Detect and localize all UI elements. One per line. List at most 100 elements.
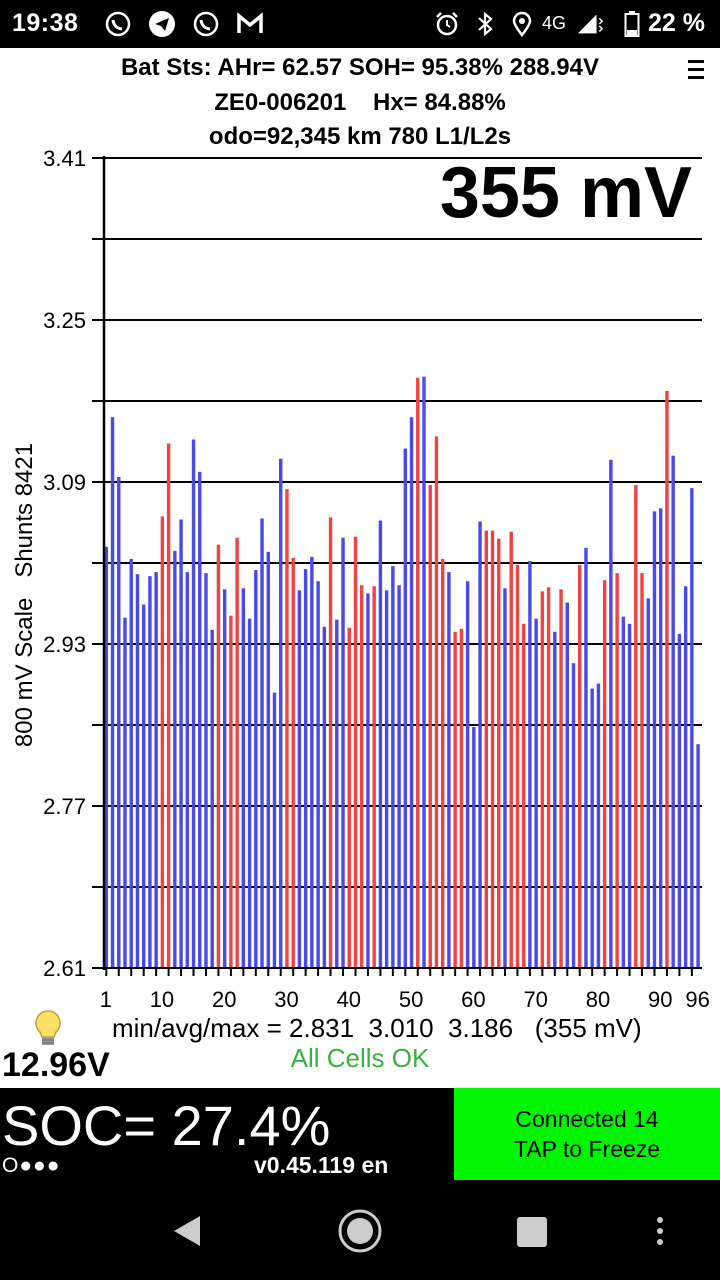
cell-bar — [671, 455, 675, 968]
cell-bar — [173, 550, 177, 968]
cell-bar — [453, 631, 457, 968]
cell-bar — [191, 439, 196, 969]
cell-bar — [222, 589, 227, 968]
cells-status: All Cells OK — [290, 1043, 430, 1073]
cell-bar — [683, 586, 688, 968]
cell-bar — [166, 443, 171, 968]
home-icon[interactable] — [337, 1208, 383, 1254]
cell-bar — [559, 589, 563, 968]
connect-status-label: Connected 14 — [515, 1106, 659, 1132]
cell-bar — [372, 586, 376, 968]
recents-icon[interactable] — [516, 1216, 548, 1248]
cell-bar — [322, 626, 327, 968]
x-tick-label: 1 — [100, 987, 112, 1012]
cell-bar — [235, 537, 239, 968]
cell-bar — [335, 619, 339, 968]
cell-bar — [378, 520, 383, 968]
y-tick-label: 3.25 — [43, 308, 86, 333]
min-avg-max-text: min/avg/max = 2.831 3.010 3.186 (355 mV) — [112, 1013, 642, 1043]
cell-bar — [422, 376, 426, 968]
cell-bar — [347, 627, 351, 968]
cell-bar — [565, 602, 569, 968]
x-tick-label: 96 — [685, 987, 709, 1012]
bottom-bar: SOC= 27.4% O●●● v0.45.119 en Connected 1… — [0, 1088, 720, 1180]
telegram-icon — [148, 10, 176, 38]
cell-bar — [148, 576, 152, 968]
cell-bar — [141, 604, 146, 968]
cell-bar — [353, 536, 358, 968]
battery-status-line: Bat Sts: AHr= 62.57 SOH= 95.38% 288.94V — [120, 54, 600, 81]
cell-bar — [509, 531, 513, 968]
activity-dots: O●●● — [2, 1154, 61, 1177]
y-tick-label: 2.61 — [43, 956, 86, 981]
cell-bar — [596, 683, 601, 968]
connect-freeze-button[interactable]: Connected 14 TAP to Freeze — [454, 1088, 720, 1180]
viber-icon — [192, 10, 220, 38]
cell-bar — [634, 485, 638, 968]
cell-bar — [534, 618, 538, 968]
alarm-icon — [433, 10, 461, 38]
cell-bar — [515, 565, 520, 968]
cell-bar — [110, 417, 115, 968]
cell-bar — [609, 459, 613, 968]
cell-bar — [397, 585, 401, 968]
cell-bar — [391, 566, 395, 968]
cell-bar — [260, 518, 264, 968]
cell-bar — [584, 547, 588, 968]
cell-bar — [285, 489, 289, 968]
cell-bar — [665, 390, 669, 968]
cell-bar — [484, 530, 489, 968]
x-tick-label: 90 — [648, 987, 672, 1012]
state-of-charge: SOC= 27.4% — [2, 1094, 331, 1157]
cell-bar — [528, 560, 532, 968]
bluetooth-icon — [471, 10, 499, 38]
x-tick-label: 20 — [212, 987, 236, 1012]
y-tick-label: 2.77 — [43, 794, 86, 819]
odometer-line: odo=92,345 km 780 L1/L2s — [208, 123, 512, 150]
cell-bar — [204, 573, 208, 968]
cell-bar — [615, 573, 619, 968]
x-tick-label: 30 — [274, 987, 298, 1012]
cell-bar — [316, 581, 320, 968]
cell-bar — [416, 377, 420, 968]
cell-bar — [590, 688, 594, 968]
cell-bar — [696, 744, 700, 968]
cell-bar — [578, 565, 582, 968]
cell-bar — [229, 615, 233, 968]
cell-bar — [571, 663, 576, 968]
cell-bar — [303, 569, 308, 968]
cell-bar — [652, 511, 657, 968]
lightbulb-icon — [35, 1010, 61, 1045]
battery-icon — [618, 10, 646, 38]
cell-bar — [677, 633, 682, 968]
cell-bar — [627, 623, 632, 968]
status-bar: 19:38 4G 22 % — [0, 0, 720, 48]
cell-bar — [179, 519, 183, 968]
back-icon[interactable] — [172, 1214, 202, 1248]
cell-bar — [553, 631, 557, 968]
cell-bar — [646, 598, 650, 968]
cell-bar — [297, 590, 302, 968]
cell-bar — [640, 573, 644, 968]
y-tick-label: 3.09 — [43, 470, 86, 495]
location-icon — [508, 10, 536, 38]
cell-bar — [472, 727, 476, 968]
gmail-icon — [236, 10, 264, 38]
cell-bar — [310, 556, 314, 968]
cell-voltage-chart: 3.41 3.25 3.09 2.93 2.77 2.61 1 10 20 30 40 50 60 70… — [11, 146, 710, 1012]
app-version: v0.45.119 en — [254, 1152, 389, 1178]
freeze-hint-label: TAP to Freeze — [513, 1136, 661, 1162]
more-options-icon[interactable] — [655, 1216, 665, 1246]
x-tick-label: 70 — [523, 987, 547, 1012]
cell-bar — [266, 551, 270, 968]
cell-bar — [160, 516, 165, 968]
network-type: 4G — [542, 13, 567, 33]
menu-icon[interactable] — [688, 60, 704, 82]
cell-bar — [247, 618, 252, 968]
x-tick-label: 50 — [399, 987, 423, 1012]
signal-icon — [576, 10, 604, 38]
cell-bar — [465, 581, 470, 968]
cell-bar — [185, 572, 190, 968]
cell-bar — [210, 629, 214, 968]
cell-bar — [359, 585, 364, 968]
